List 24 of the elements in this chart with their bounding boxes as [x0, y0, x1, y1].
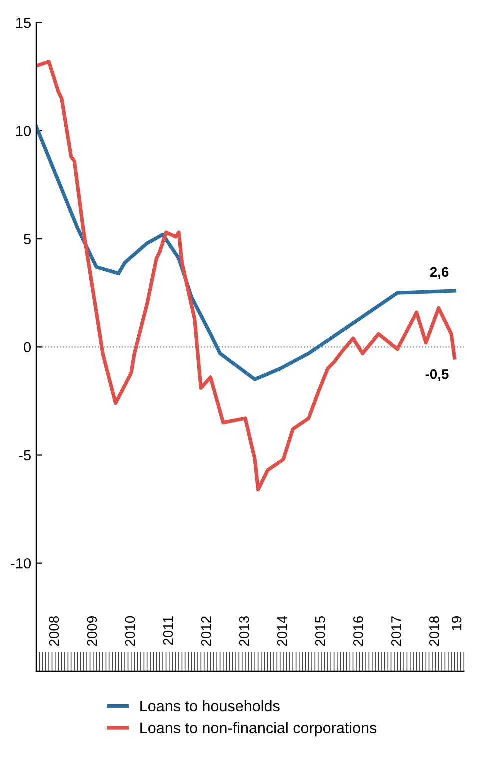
x-tick-label: 19 — [452, 616, 462, 630]
legend-label: Loans to households — [140, 700, 280, 712]
x-tick-label: 2008 — [49, 616, 60, 646]
line-series — [36, 60, 457, 492]
x-tick-label: 2012 — [201, 616, 212, 646]
x-tick-label: 2009 — [87, 616, 98, 646]
x-tick-label: 2010 — [125, 616, 136, 646]
legend-label: Loans to non-financial corporations — [140, 722, 377, 737]
x-tick-label: 2016 — [354, 616, 364, 646]
x-tick-label: 2015 — [315, 616, 326, 646]
line-series — [36, 124, 457, 382]
y-tick-label: 10 — [16, 126, 32, 136]
y-tick-label: 15 — [16, 18, 31, 28]
annotation: -0,5 — [426, 369, 449, 382]
x-tick-label: 2014 — [277, 616, 288, 646]
x-tick-label: 2017 — [392, 616, 402, 646]
y-tick-label: -5 — [19, 450, 31, 461]
x-tick-label: 2011 — [163, 616, 174, 646]
x-tick-label: 2013 — [239, 616, 250, 646]
y-tick-label: -10 — [11, 558, 32, 569]
annotation: 2,6 — [430, 267, 449, 280]
y-tick-label: 5 — [24, 234, 31, 244]
y-tick-label: 0 — [24, 342, 32, 353]
x-tick-label: 2018 — [429, 616, 440, 646]
